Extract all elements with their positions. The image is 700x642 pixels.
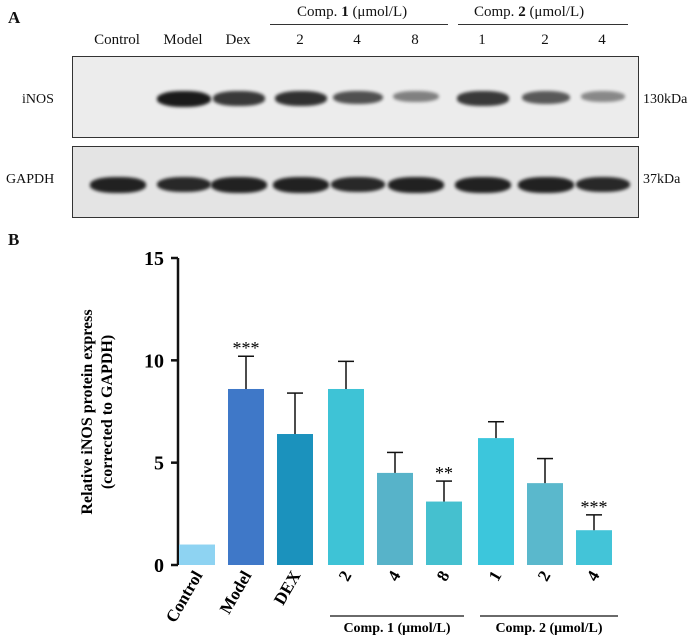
significance-label: ***	[233, 338, 260, 358]
lane-label: 4	[598, 32, 606, 48]
bar	[179, 544, 215, 565]
x-tick-label: DEX	[270, 567, 305, 608]
comp2-axis-label: Comp. 2 (μmol/L)	[495, 621, 602, 636]
blot-band	[213, 91, 265, 106]
blot-band	[455, 177, 511, 193]
x-tick-label: Control	[162, 567, 207, 626]
lane-label: Model	[163, 32, 203, 48]
comp2-number: 2	[518, 4, 526, 20]
bar	[426, 501, 462, 565]
significance-label: **	[435, 463, 453, 483]
blot-band	[521, 91, 571, 105]
blot-band	[388, 177, 444, 193]
y-tick-label: 0	[154, 555, 164, 577]
bar	[478, 438, 514, 565]
x-tick-label: 2	[534, 568, 555, 585]
comp2-bracket-line	[458, 24, 628, 25]
gapdh-label: GAPDH	[6, 172, 55, 187]
x-tick-label: 1	[485, 568, 506, 585]
lane-label: 1	[478, 32, 486, 48]
inos-label: iNOS	[22, 92, 54, 107]
blot-band	[333, 91, 383, 105]
comp2-unit: (μmol/L)	[525, 4, 585, 20]
blot-band	[457, 91, 509, 106]
bar	[328, 388, 364, 565]
bar	[377, 472, 413, 565]
blot-band	[275, 91, 327, 106]
comp1-unit: (μmol/L)	[348, 4, 408, 20]
x-tick-label: 8	[433, 568, 454, 585]
bar	[527, 483, 563, 565]
lane-label: 2	[296, 32, 304, 48]
comp2-group-label: Comp. 2 (μmol/L)	[474, 4, 584, 21]
x-tick-label: 4	[583, 567, 604, 584]
x-tick-label: Model	[216, 567, 256, 617]
y-tick-label: 5	[154, 453, 164, 475]
inos-blot-image	[72, 56, 639, 138]
gapdh-blot-image	[72, 146, 639, 218]
panel-b-letter: B	[8, 230, 20, 249]
blot-band	[273, 177, 329, 193]
comp1-group-label: Comp. 1 (μmol/L)	[297, 4, 407, 21]
lane-label: Dex	[225, 32, 251, 48]
blot-band	[580, 91, 626, 102]
blot-band	[330, 177, 386, 193]
lane-label: 4	[353, 32, 361, 48]
comp1-axis-label: Comp. 1 (μmol/L)	[343, 621, 450, 636]
inos-size-label: 130kDa	[643, 92, 688, 107]
lane-label: 8	[411, 32, 419, 48]
lane-label: Control	[94, 32, 140, 48]
blot-band	[575, 177, 631, 193]
bar	[576, 530, 612, 565]
panel-a-letter: A	[8, 8, 21, 27]
significance-label: ***	[581, 497, 608, 517]
comp1-prefix: Comp.	[297, 4, 342, 20]
blot-band	[393, 91, 439, 103]
comp1-number: 1	[341, 4, 349, 20]
x-tick-label: 2	[335, 568, 356, 585]
blot-band	[211, 177, 267, 193]
bar	[228, 388, 264, 565]
bar	[277, 434, 313, 565]
gapdh-size-label: 37kDa	[643, 172, 681, 187]
comp1-bracket-line	[270, 24, 448, 25]
y-tick-label: 15	[144, 248, 164, 270]
blot-band	[157, 91, 211, 107]
lane-label: 2	[541, 32, 549, 48]
y-tick-label: 10	[144, 350, 164, 372]
blot-band	[90, 177, 146, 193]
blot-band	[518, 177, 574, 193]
y-axis-label: Relative iNOS protein express (corrected …	[79, 309, 116, 514]
x-tick-label: 4	[384, 567, 405, 584]
comp2-prefix: Comp.	[474, 4, 519, 20]
blot-band	[156, 177, 212, 193]
